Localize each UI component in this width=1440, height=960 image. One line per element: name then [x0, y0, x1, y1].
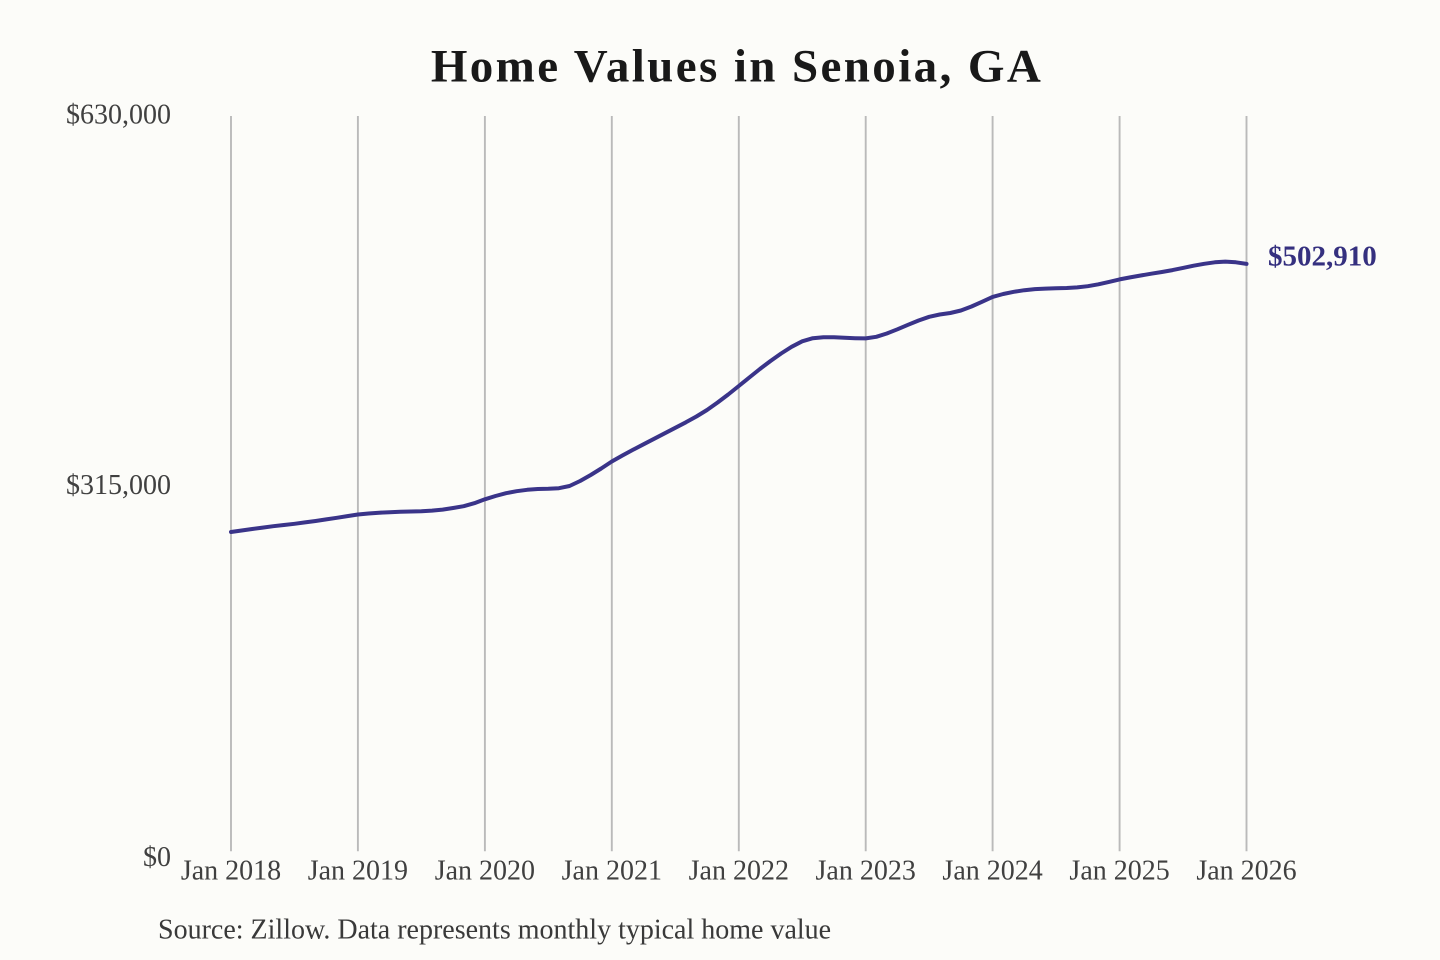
svg-text:Source: Zillow. Data represent: Source: Zillow. Data represents monthly …	[158, 914, 831, 945]
svg-text:Jan 2019: Jan 2019	[308, 856, 408, 887]
svg-text:Jan 2021: Jan 2021	[562, 856, 662, 887]
svg-text:$502,910: $502,910	[1268, 240, 1377, 272]
svg-text:Jan 2018: Jan 2018	[181, 856, 281, 887]
svg-text:Jan 2024: Jan 2024	[942, 856, 1042, 887]
svg-text:$0: $0	[143, 842, 171, 873]
svg-text:Jan 2023: Jan 2023	[816, 856, 916, 887]
svg-text:Jan 2022: Jan 2022	[689, 856, 789, 887]
svg-text:Jan 2026: Jan 2026	[1196, 856, 1296, 887]
svg-text:$315,000: $315,000	[66, 470, 171, 501]
svg-text:Home Values in Senoia, GA: Home Values in Senoia, GA	[431, 41, 1043, 93]
svg-text:$630,000: $630,000	[66, 99, 171, 130]
svg-text:Jan 2025: Jan 2025	[1069, 856, 1169, 887]
svg-text:Jan 2020: Jan 2020	[435, 856, 535, 887]
